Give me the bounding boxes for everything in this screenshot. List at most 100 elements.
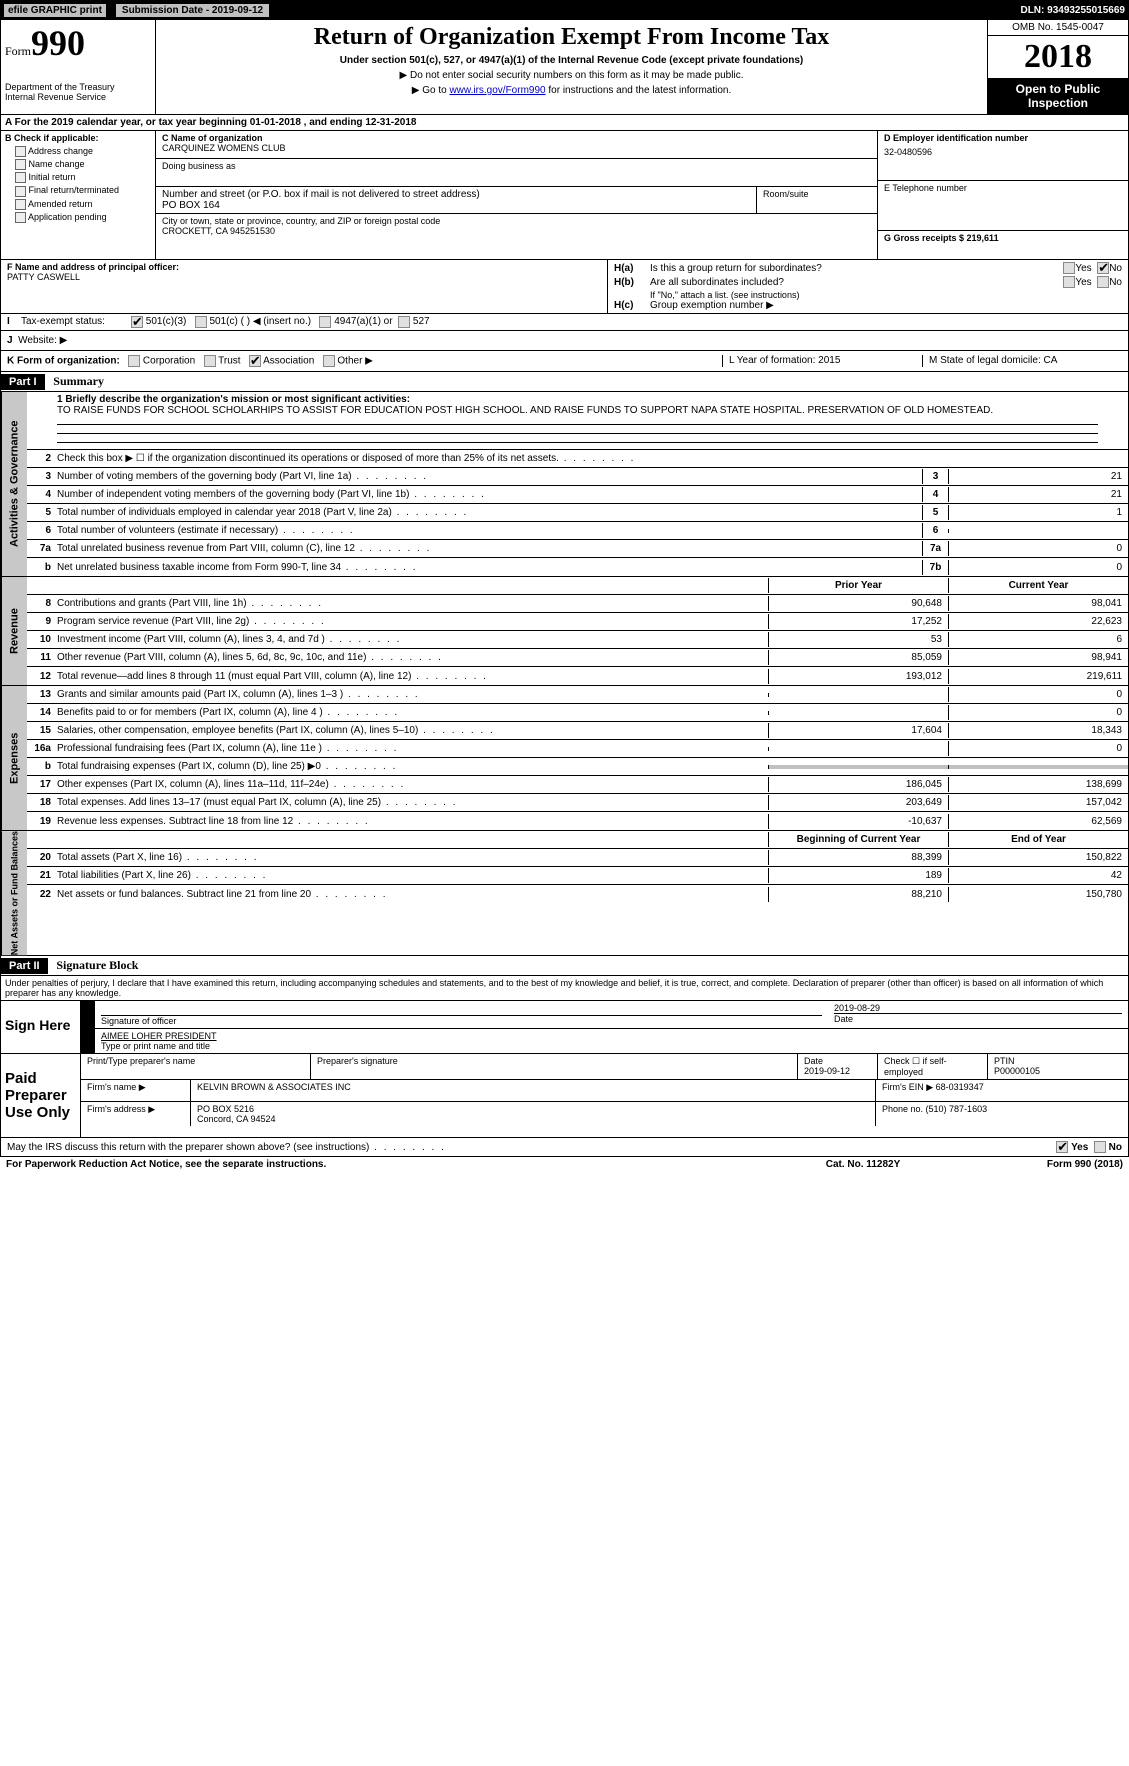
firm-addr2: Concord, CA 94524 [197, 1114, 869, 1124]
ha-label: H(a) [614, 263, 650, 274]
side-net: Net Assets or Fund Balances [1, 831, 27, 955]
hb-note: If "No," attach a list. (see instruction… [614, 290, 1122, 300]
gross-receipts: G Gross receipts $ 219,611 [884, 233, 1122, 243]
data-row: 16aProfessional fundraising fees (Part I… [27, 740, 1128, 758]
officer-name-label: Type or print name and title [101, 1041, 1122, 1051]
chk-other[interactable] [323, 355, 335, 367]
checkbox-pending[interactable] [15, 212, 26, 223]
telephone-label: E Telephone number [884, 183, 1122, 193]
ptin-label: PTIN [994, 1056, 1015, 1066]
checkbox-final-return[interactable] [15, 186, 26, 197]
officer-group-row: F Name and address of principal officer:… [0, 260, 1129, 314]
data-row: 14Benefits paid to or for members (Part … [27, 704, 1128, 722]
checkbox-amended[interactable] [15, 199, 26, 210]
data-row: 18Total expenses. Add lines 13–17 (must … [27, 794, 1128, 812]
prep-sig-label: Preparer's signature [311, 1054, 798, 1079]
firm-addr1: PO BOX 5216 [197, 1104, 869, 1114]
hb-text: Are all subordinates included? [650, 277, 1063, 288]
form-subtitle-2: ▶ Do not enter social security numbers o… [162, 70, 981, 81]
ptin-value: P00000105 [994, 1066, 1040, 1076]
form-subtitle-3: ▶ Go to www.irs.gov/Form990 for instruct… [162, 85, 981, 96]
row-a-tax-year: A For the 2019 calendar year, or tax yea… [0, 115, 1129, 131]
cat-no: Cat. No. 11282Y [763, 1159, 963, 1170]
chk-501c[interactable] [195, 316, 207, 328]
ha-yes[interactable] [1063, 262, 1075, 274]
gov-row: 7aTotal unrelated business revenue from … [27, 540, 1128, 558]
firm-addr-label: Firm's address ▶ [81, 1102, 191, 1126]
data-row: 11Other revenue (Part VIII, column (A), … [27, 649, 1128, 667]
mission-label: 1 Briefly describe the organization's mi… [57, 394, 1098, 405]
year-formation: L Year of formation: 2015 [722, 355, 922, 367]
gov-row: 6Total number of volunteers (estimate if… [27, 522, 1128, 540]
checkbox-address-change[interactable] [15, 146, 26, 157]
officer-name: PATTY CASWELL [7, 272, 601, 282]
data-row: 13Grants and similar amounts paid (Part … [27, 686, 1128, 704]
col-beginning: Beginning of Current Year [768, 832, 948, 847]
gov-row: bNet unrelated business taxable income f… [27, 558, 1128, 576]
gov-row: 3Number of voting members of the governi… [27, 468, 1128, 486]
part-ii-bar: Part II [1, 958, 48, 974]
chk-trust[interactable] [204, 355, 216, 367]
data-row: 19Revenue less expenses. Subtract line 1… [27, 812, 1128, 830]
row-j-website: J Website: ▶ [0, 331, 1129, 351]
prep-self-employed: Check ☐ if self-employed [878, 1054, 988, 1079]
prep-date: 2019-09-12 [804, 1066, 850, 1076]
firm-name: KELVIN BROWN & ASSOCIATES INC [191, 1080, 876, 1101]
part-i-title: Summary [47, 372, 110, 391]
open-to-public: Open to Public Inspection [988, 78, 1128, 114]
prep-date-label: Date [804, 1056, 823, 1066]
submission-date: Submission Date - 2019-09-12 [116, 4, 269, 17]
checkbox-name-change[interactable] [15, 159, 26, 170]
sig-officer-label: Signature of officer [101, 1015, 822, 1026]
officer-label: F Name and address of principal officer: [7, 262, 601, 272]
chk-501c3[interactable] [131, 316, 143, 328]
data-row: 12Total revenue—add lines 8 through 11 (… [27, 667, 1128, 685]
data-row: 8Contributions and grants (Part VIII, li… [27, 595, 1128, 613]
chk-527[interactable] [398, 316, 410, 328]
hb-no[interactable] [1097, 276, 1109, 288]
data-row: 9Program service revenue (Part VIII, lin… [27, 613, 1128, 631]
form-number: Form990 [5, 22, 151, 64]
net-assets-section: Net Assets or Fund Balances Beginning of… [0, 831, 1129, 956]
irs-link[interactable]: www.irs.gov/Form990 [449, 85, 545, 96]
side-revenue: Revenue [1, 577, 27, 685]
expenses-section: Expenses 13Grants and similar amounts pa… [0, 686, 1129, 831]
chk-4947[interactable] [319, 316, 331, 328]
chk-assoc[interactable] [249, 355, 261, 367]
gov-row: 4Number of independent voting members of… [27, 486, 1128, 504]
col-current-year: Current Year [948, 578, 1128, 593]
data-row: 21Total liabilities (Part X, line 26)189… [27, 867, 1128, 885]
revenue-header-row: Revenue Prior Year Current Year 8Contrib… [0, 577, 1129, 686]
discuss-yes[interactable] [1056, 1141, 1068, 1153]
ein-value: 32-0480596 [884, 147, 1122, 157]
discuss-no[interactable] [1094, 1141, 1106, 1153]
paperwork-notice: For Paperwork Reduction Act Notice, see … [6, 1159, 763, 1170]
gov-row: 5Total number of individuals employed in… [27, 504, 1128, 522]
sign-here-label: Sign Here [1, 1001, 81, 1053]
sign-arrow-icon-2 [81, 1029, 95, 1053]
omb-number: OMB No. 1545-0047 [988, 20, 1128, 36]
room-suite-label: Room/suite [757, 187, 877, 213]
efile-topbar: efile GRAPHIC print Submission Date - 20… [0, 0, 1129, 20]
hb-yes[interactable] [1063, 276, 1075, 288]
data-row: 22Net assets or fund balances. Subtract … [27, 885, 1128, 903]
row-k-form-org: K Form of organization: Corporation Trus… [0, 351, 1129, 372]
gov-row: 2Check this box ▶ ☐ if the organization … [27, 450, 1128, 468]
hb-label: H(b) [614, 277, 650, 288]
paid-preparer-label: Paid Preparer Use Only [1, 1054, 81, 1137]
penalty-statement: Under penalties of perjury, I declare th… [0, 976, 1129, 1001]
side-activities: Activities & Governance [1, 392, 27, 576]
hc-label: H(c) [614, 300, 650, 311]
officer-typed-name: AIMEE LOHER PRESIDENT [101, 1031, 1122, 1041]
data-row: 10Investment income (Part VIII, column (… [27, 631, 1128, 649]
form-subtitle-1: Under section 501(c), 527, or 4947(a)(1)… [162, 55, 981, 66]
form-header: Form990 Department of the Treasury Inter… [0, 20, 1129, 115]
chk-corp[interactable] [128, 355, 140, 367]
ha-no[interactable] [1097, 262, 1109, 274]
checkbox-initial-return[interactable] [15, 172, 26, 183]
discuss-row: May the IRS discuss this return with the… [0, 1138, 1129, 1157]
dba-label: Doing business as [162, 161, 871, 171]
side-expenses: Expenses [1, 686, 27, 830]
sig-date: 2019-08-29 [834, 1003, 1122, 1013]
hc-text: Group exemption number ▶ [650, 300, 774, 311]
